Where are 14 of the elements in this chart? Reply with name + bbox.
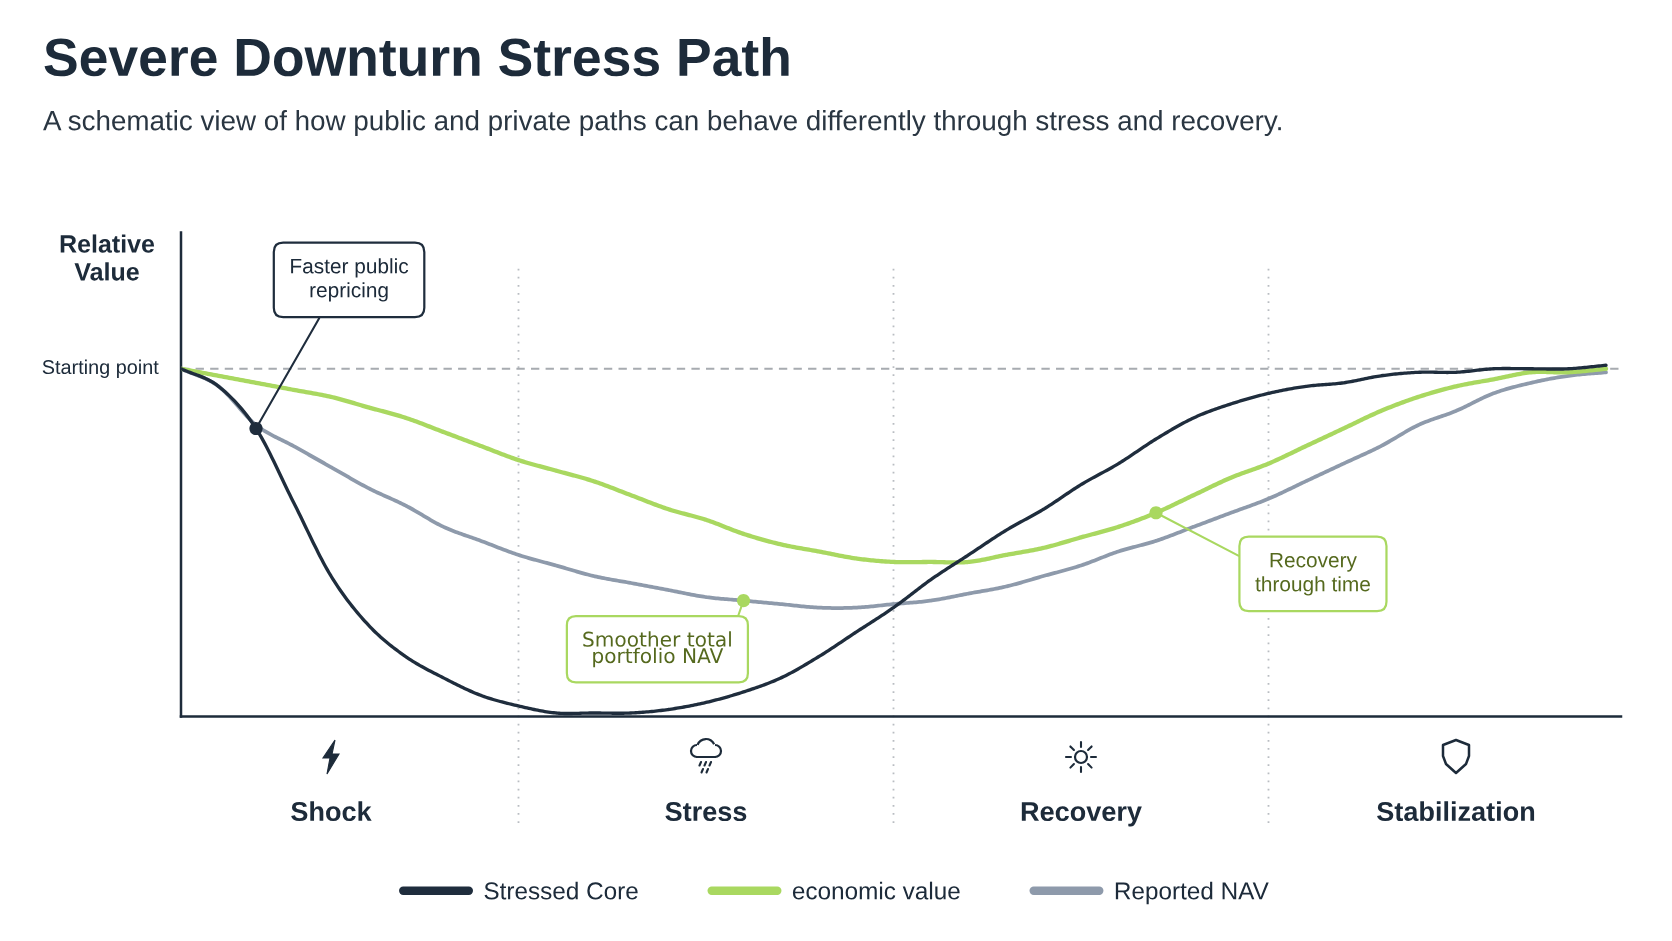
annotation: Smoother total portfolio NAV <box>583 631 731 668</box>
legend-label: economic value <box>792 881 960 900</box>
chart-title: Severe Downturn Stress Path <box>44 37 789 77</box>
legend-label: Reported NAV <box>1115 881 1269 905</box>
ref-line-label: Starting point <box>42 359 159 379</box>
chart-subtitle: A schematic view of how public and private paths can behave differently through stress and recovery. <box>43 110 1281 136</box>
x-tick-label: Stress <box>665 801 747 822</box>
annotation: Recovery through time <box>1255 552 1370 596</box>
text: Faster public repricing <box>291 258 409 302</box>
legend-label: Stressed Core <box>484 881 638 900</box>
y-axis-title: Relative Value <box>60 234 155 281</box>
x-tick-label: Recovery <box>1021 802 1142 827</box>
x-tick-label: Stabilization <box>1377 801 1535 822</box>
x-tick-label: Shock <box>291 801 372 822</box>
